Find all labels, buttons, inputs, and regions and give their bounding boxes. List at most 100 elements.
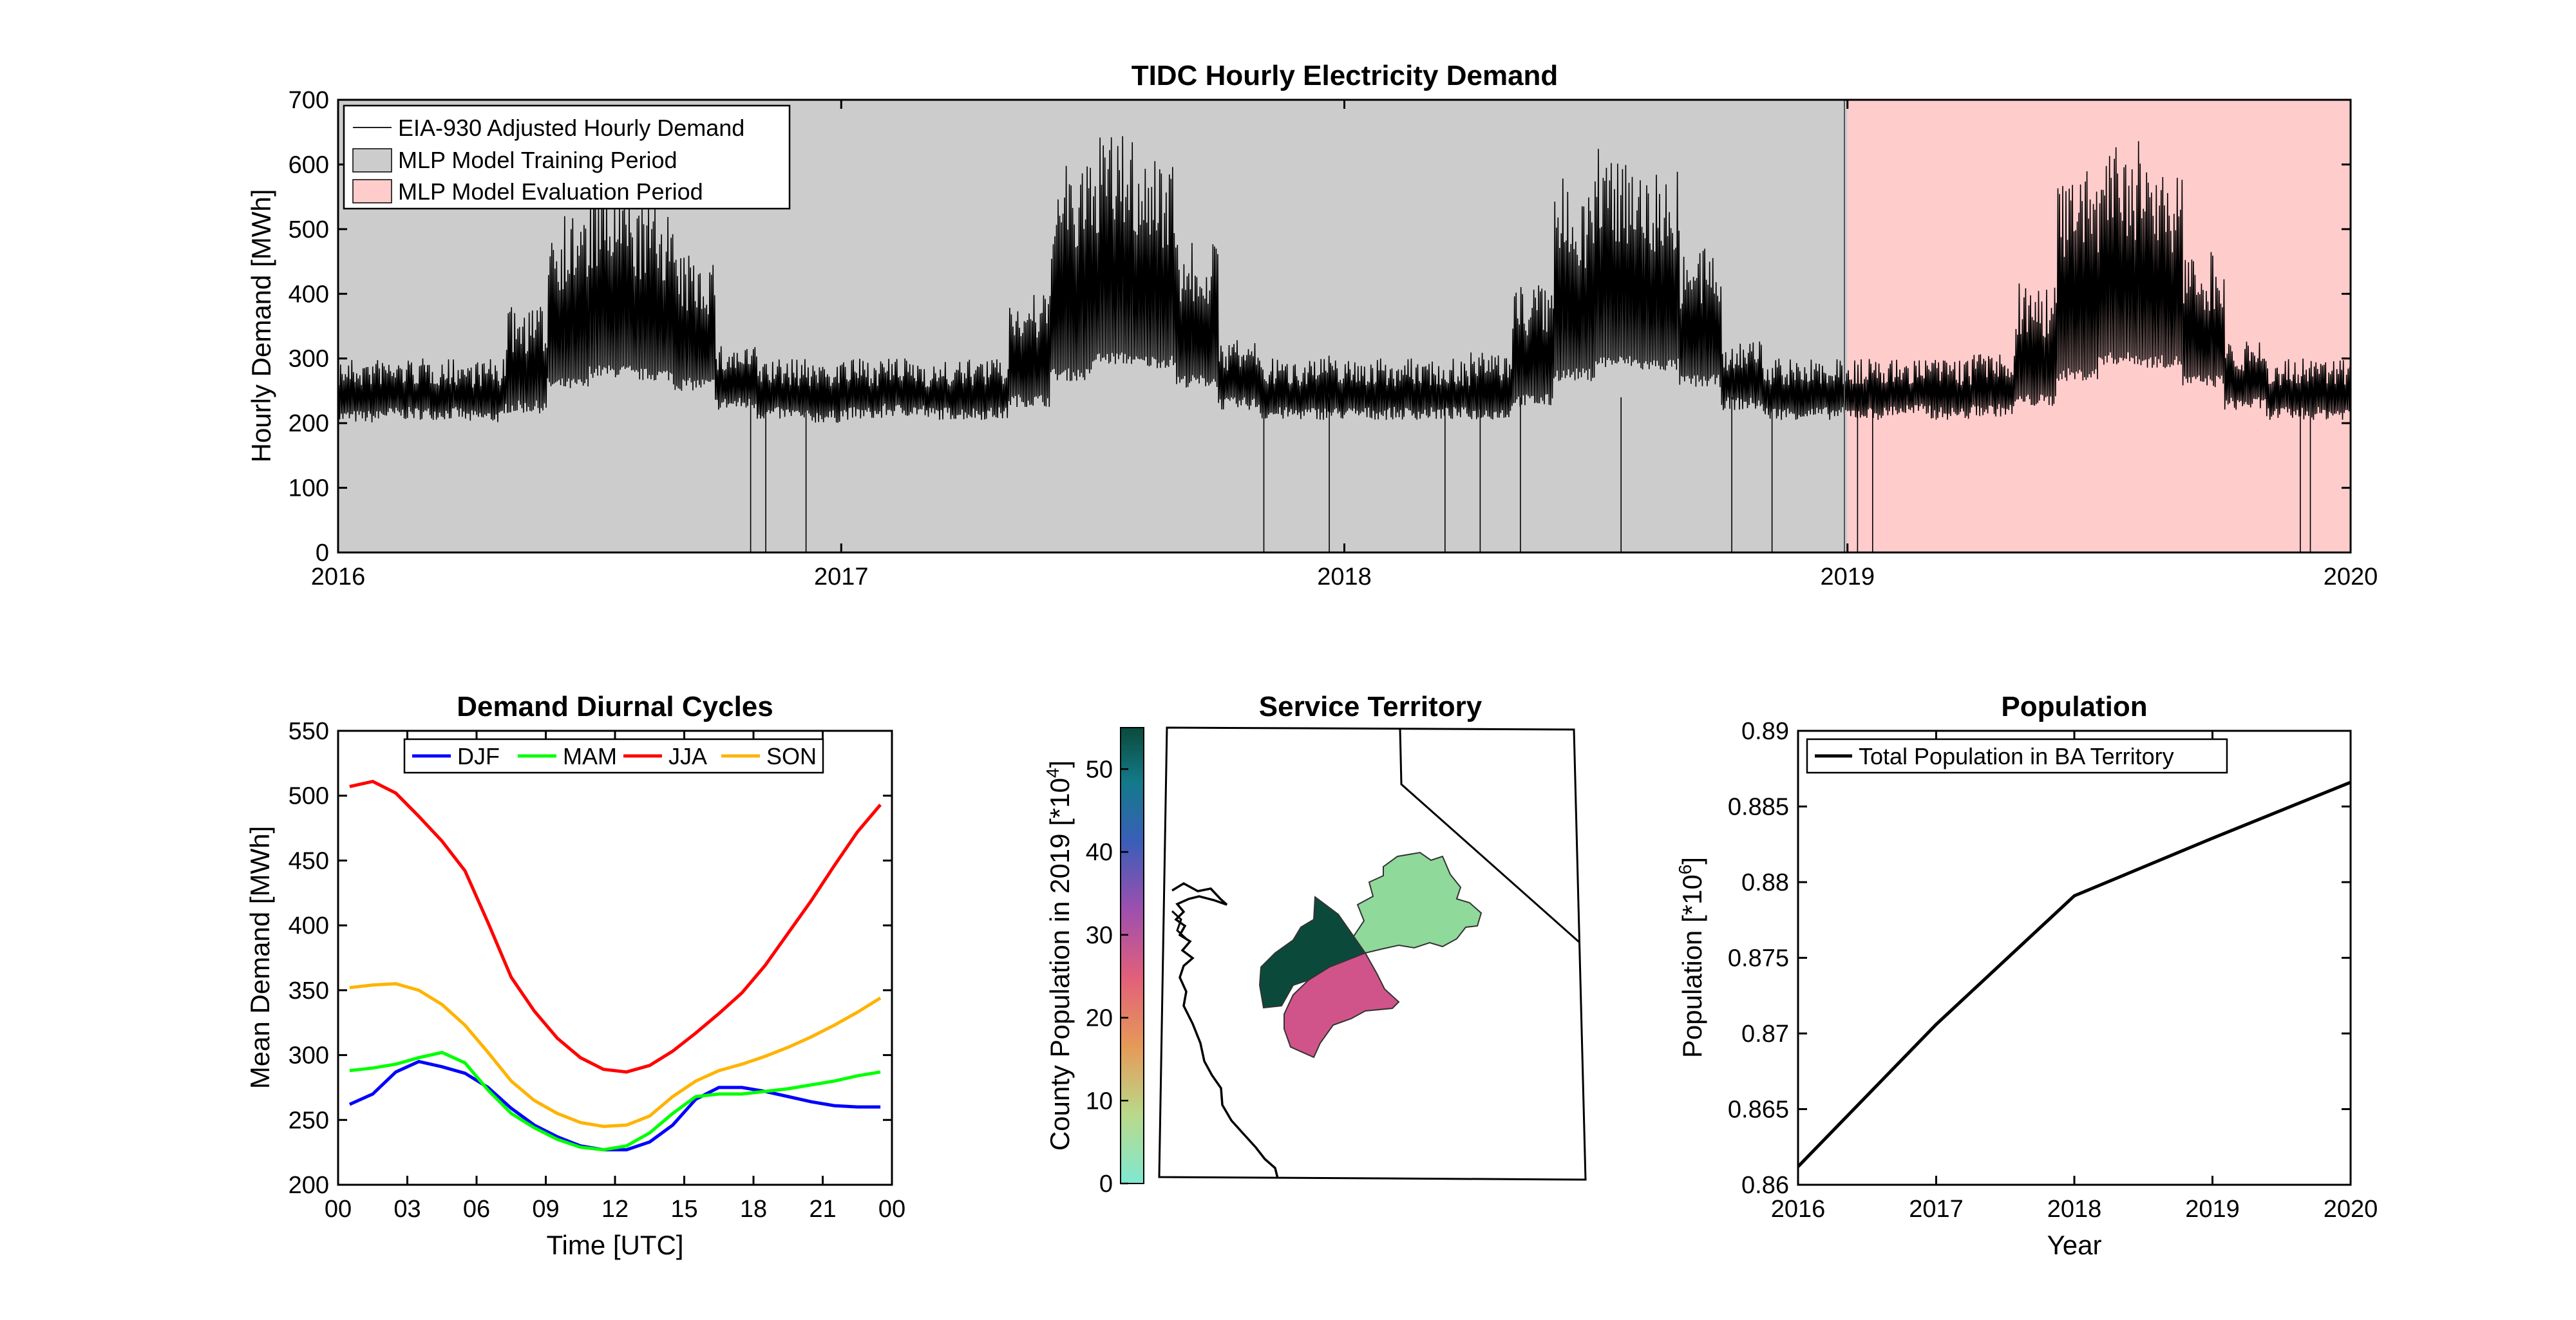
colorbar-label: County Population in 2019 [*104]	[1043, 760, 1075, 1151]
diurnal-x-ticks: 00 03 06 09 12 15 18 21 00	[325, 731, 905, 1223]
population-x-ticks: 2016 2017 2018 2019 2020	[1771, 731, 2378, 1223]
diurnal-plot-area	[338, 731, 892, 1185]
diurnal-legend: DJF MAM JJA SON	[403, 738, 824, 774]
population-x-tick-label: 2016	[1771, 1196, 1826, 1223]
population-y-tick-label: 0.885	[1728, 794, 1789, 821]
diurnal-x-tick-label: 09	[532, 1196, 559, 1223]
territory-chart-title: Service Territory	[1259, 691, 1482, 722]
demand-y-tick-label: 100	[289, 475, 329, 502]
coastline	[1171, 882, 1279, 1179]
demand-chart-title: TIDC Hourly Electricity Demand	[1132, 60, 1558, 91]
diurnal-x-tick-label: 12	[601, 1196, 629, 1223]
demand-x-ticks: 2016 2017 2018 2019 2020	[311, 100, 2378, 590]
demand-y-axis-label: Hourly Demand [MWh]	[246, 189, 276, 463]
population-legend: Total Population in BA Territory	[1806, 738, 2228, 774]
diurnal-line-mam	[349, 1050, 881, 1152]
demand-y-tick-label: 400	[289, 281, 329, 308]
diurnal-y-tick-label: 250	[289, 1107, 329, 1134]
colorbar-tick-label: 50	[1086, 756, 1113, 783]
county-magenta	[1283, 952, 1400, 1059]
legend-training-swatch	[352, 148, 392, 173]
state-border-line	[1399, 728, 1580, 943]
diurnal-y-tick-label: 550	[289, 718, 329, 745]
population-y-tick-label: 0.865	[1728, 1097, 1789, 1124]
diurnal-x-tick-label: 03	[393, 1196, 421, 1223]
population-x-tick-label: 2020	[2324, 1196, 2378, 1223]
demand-x-tick-label: 2019	[1820, 563, 1875, 590]
diurnal-x-tick-label: 00	[878, 1196, 905, 1223]
diurnal-legend-label: SON	[766, 743, 817, 769]
population-legend-label: Total Population in BA Territory	[1859, 743, 2174, 769]
diurnal-y-tick-label: 500	[289, 783, 329, 810]
map-frame	[1158, 726, 1587, 1181]
colorbar	[1120, 727, 1144, 1184]
population-y-tick-label: 0.875	[1728, 945, 1789, 972]
population-y-tick-label: 0.89	[1741, 718, 1789, 745]
population-y-tick-label: 0.86	[1741, 1172, 1789, 1199]
colorbar-tick-label: 10	[1086, 1088, 1113, 1115]
diurnal-line-djf	[348, 1059, 881, 1152]
population-x-tick-label: 2017	[1909, 1196, 1964, 1223]
population-x-tick-label: 2018	[2047, 1196, 2102, 1223]
diurnal-y-axis-label: Mean Demand [MWh]	[245, 826, 275, 1089]
colorbar-tick-label: 20	[1086, 1005, 1113, 1032]
legend-training-label: MLP Model Training Period	[398, 147, 677, 173]
demand-y-ticks: 0 100 200 300 400 500 600 700	[289, 87, 2351, 567]
diurnal-line-jja	[349, 779, 882, 1074]
diurnal-line-son	[349, 982, 882, 1128]
population-series-line	[1797, 780, 2351, 1168]
diurnal-y-tick-label: 300	[289, 1042, 329, 1070]
colorbar-tick-label: 30	[1086, 922, 1113, 949]
legend-evaluation-swatch	[352, 179, 392, 203]
diurnal-y-ticks: 200 250 300 350 400 450 500 550	[289, 718, 892, 1199]
population-y-axis-label: Population [*106]	[1675, 857, 1707, 1058]
diurnal-legend-label: DJF	[457, 743, 500, 769]
population-chart-title: Population	[2001, 691, 2147, 722]
bay-shoreline	[1171, 910, 1188, 940]
diurnal-x-axis-label: Time [UTC]	[546, 1230, 683, 1260]
diurnal-x-tick-label: 15	[670, 1196, 697, 1223]
demand-x-tick-label: 2017	[814, 563, 869, 590]
diurnal-legend-label: JJA	[668, 743, 707, 769]
population-x-axis-label: Year	[2047, 1230, 2102, 1260]
population-x-tick-label: 2019	[2185, 1196, 2240, 1223]
demand-y-tick-label: 0	[316, 540, 329, 567]
legend-evaluation-label: MLP Model Evaluation Period	[398, 178, 703, 205]
demand-x-tick-label: 2016	[311, 563, 366, 590]
colorbar-ticks: 0 10 20 30 40 50	[1086, 756, 1128, 1198]
demand-legend-box	[343, 104, 791, 210]
demand-y-tick-label: 300	[289, 346, 329, 373]
diurnal-y-tick-label: 400	[289, 912, 329, 939]
demand-series-line	[338, 136, 2351, 552]
population-y-tick-label: 0.87	[1741, 1021, 1789, 1048]
colorbar-tick-label: 40	[1086, 839, 1113, 866]
legend-demand-label: EIA-930 Adjusted Hourly Demand	[398, 115, 744, 141]
population-plot-area	[1798, 731, 2351, 1185]
demand-x-tick-label: 2020	[2324, 563, 2378, 590]
population-legend-box	[1806, 738, 2228, 774]
demand-y-tick-label: 700	[289, 87, 329, 114]
colorbar-tick-label: 0	[1099, 1171, 1113, 1198]
diurnal-x-tick-label: 18	[740, 1196, 767, 1223]
demand-y-tick-label: 500	[289, 216, 329, 243]
diurnal-y-tick-label: 200	[289, 1172, 329, 1199]
diurnal-y-tick-label: 350	[289, 977, 329, 1004]
demand-legend: EIA-930 Adjusted Hourly Demand MLP Model…	[343, 104, 791, 210]
diurnal-x-tick-label: 06	[463, 1196, 490, 1223]
population-y-tick-label: 0.88	[1741, 869, 1789, 896]
population-y-ticks: 0.86 0.865 0.87 0.875 0.88 0.885 0.89	[1728, 718, 2351, 1199]
diurnal-series-lines	[348, 779, 882, 1152]
diurnal-x-tick-label: 21	[809, 1196, 836, 1223]
population-panel: 0.86 0.865 0.87 0.875 0.88 0.885 0.89 2016 2017…	[1675, 691, 2378, 1260]
demand-y-tick-label: 600	[289, 151, 329, 178]
county-light-green	[1350, 851, 1482, 954]
diurnal-x-tick-label: 00	[325, 1196, 352, 1223]
diurnal-legend-label: MAM	[563, 743, 617, 769]
diurnal-chart-title: Demand Diurnal Cycles	[457, 691, 773, 722]
demand-y-tick-label: 200	[289, 410, 329, 437]
service-territory-panel: Service Territory 0 10 20 30 40 50 County Pop…	[1043, 691, 1587, 1198]
demand-x-tick-label: 2018	[1317, 563, 1372, 590]
